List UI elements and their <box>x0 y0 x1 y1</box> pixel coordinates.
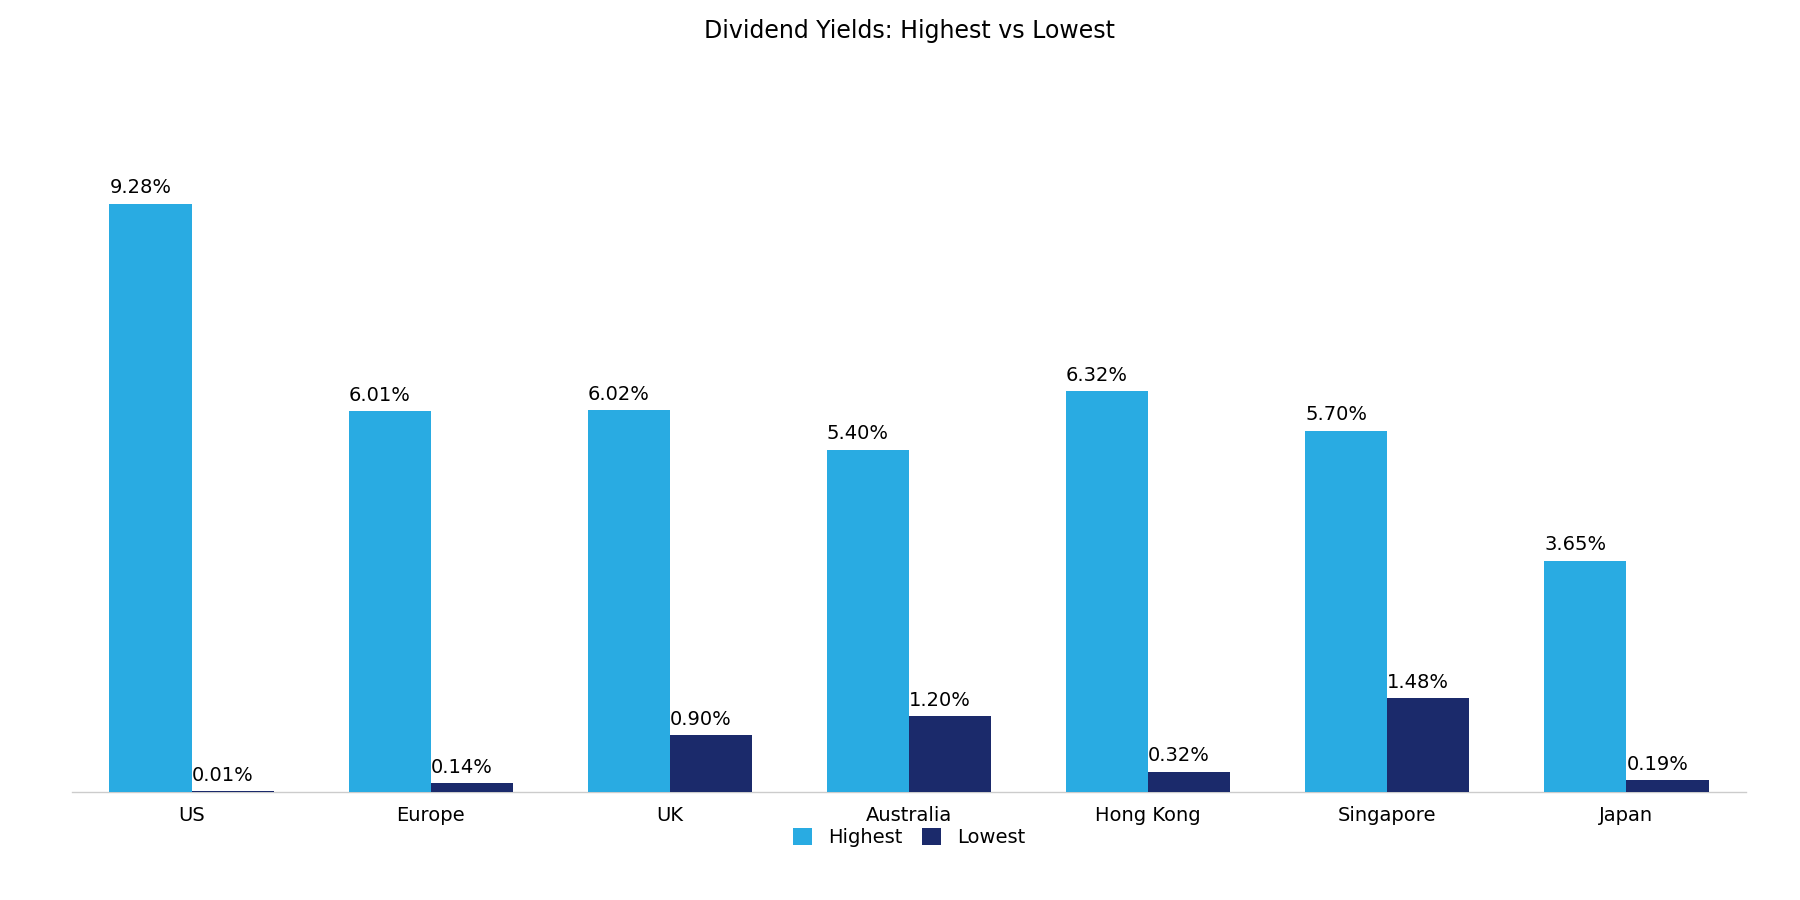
Text: 1.48%: 1.48% <box>1388 673 1449 692</box>
Bar <box>670 735 752 792</box>
Text: 0.01%: 0.01% <box>191 766 254 785</box>
Bar <box>826 450 909 792</box>
Bar <box>1305 431 1388 792</box>
Text: 0.14%: 0.14% <box>430 758 493 777</box>
Text: 9.28%: 9.28% <box>110 178 171 197</box>
Text: 6.01%: 6.01% <box>349 386 410 405</box>
Bar <box>587 410 670 792</box>
Legend: Highest, Lowest: Highest, Lowest <box>785 820 1033 855</box>
Text: 1.20%: 1.20% <box>909 690 970 709</box>
Text: 5.40%: 5.40% <box>826 424 889 444</box>
Text: 6.02%: 6.02% <box>587 385 650 404</box>
Text: 0.90%: 0.90% <box>670 709 731 729</box>
Text: 3.65%: 3.65% <box>1544 536 1606 554</box>
Bar <box>909 716 992 792</box>
Title: Dividend Yields: Highest vs Lowest: Dividend Yields: Highest vs Lowest <box>704 19 1114 43</box>
Bar <box>1544 561 1627 792</box>
Bar <box>349 411 430 792</box>
Text: 0.32%: 0.32% <box>1148 746 1210 765</box>
Bar <box>110 203 191 792</box>
Text: 0.19%: 0.19% <box>1627 754 1688 774</box>
Bar <box>1627 780 1708 792</box>
Bar <box>1066 392 1148 792</box>
Bar <box>430 783 513 792</box>
Bar <box>1388 698 1469 792</box>
Bar <box>1148 771 1231 792</box>
Text: 5.70%: 5.70% <box>1305 405 1366 424</box>
Text: 6.32%: 6.32% <box>1066 366 1129 385</box>
